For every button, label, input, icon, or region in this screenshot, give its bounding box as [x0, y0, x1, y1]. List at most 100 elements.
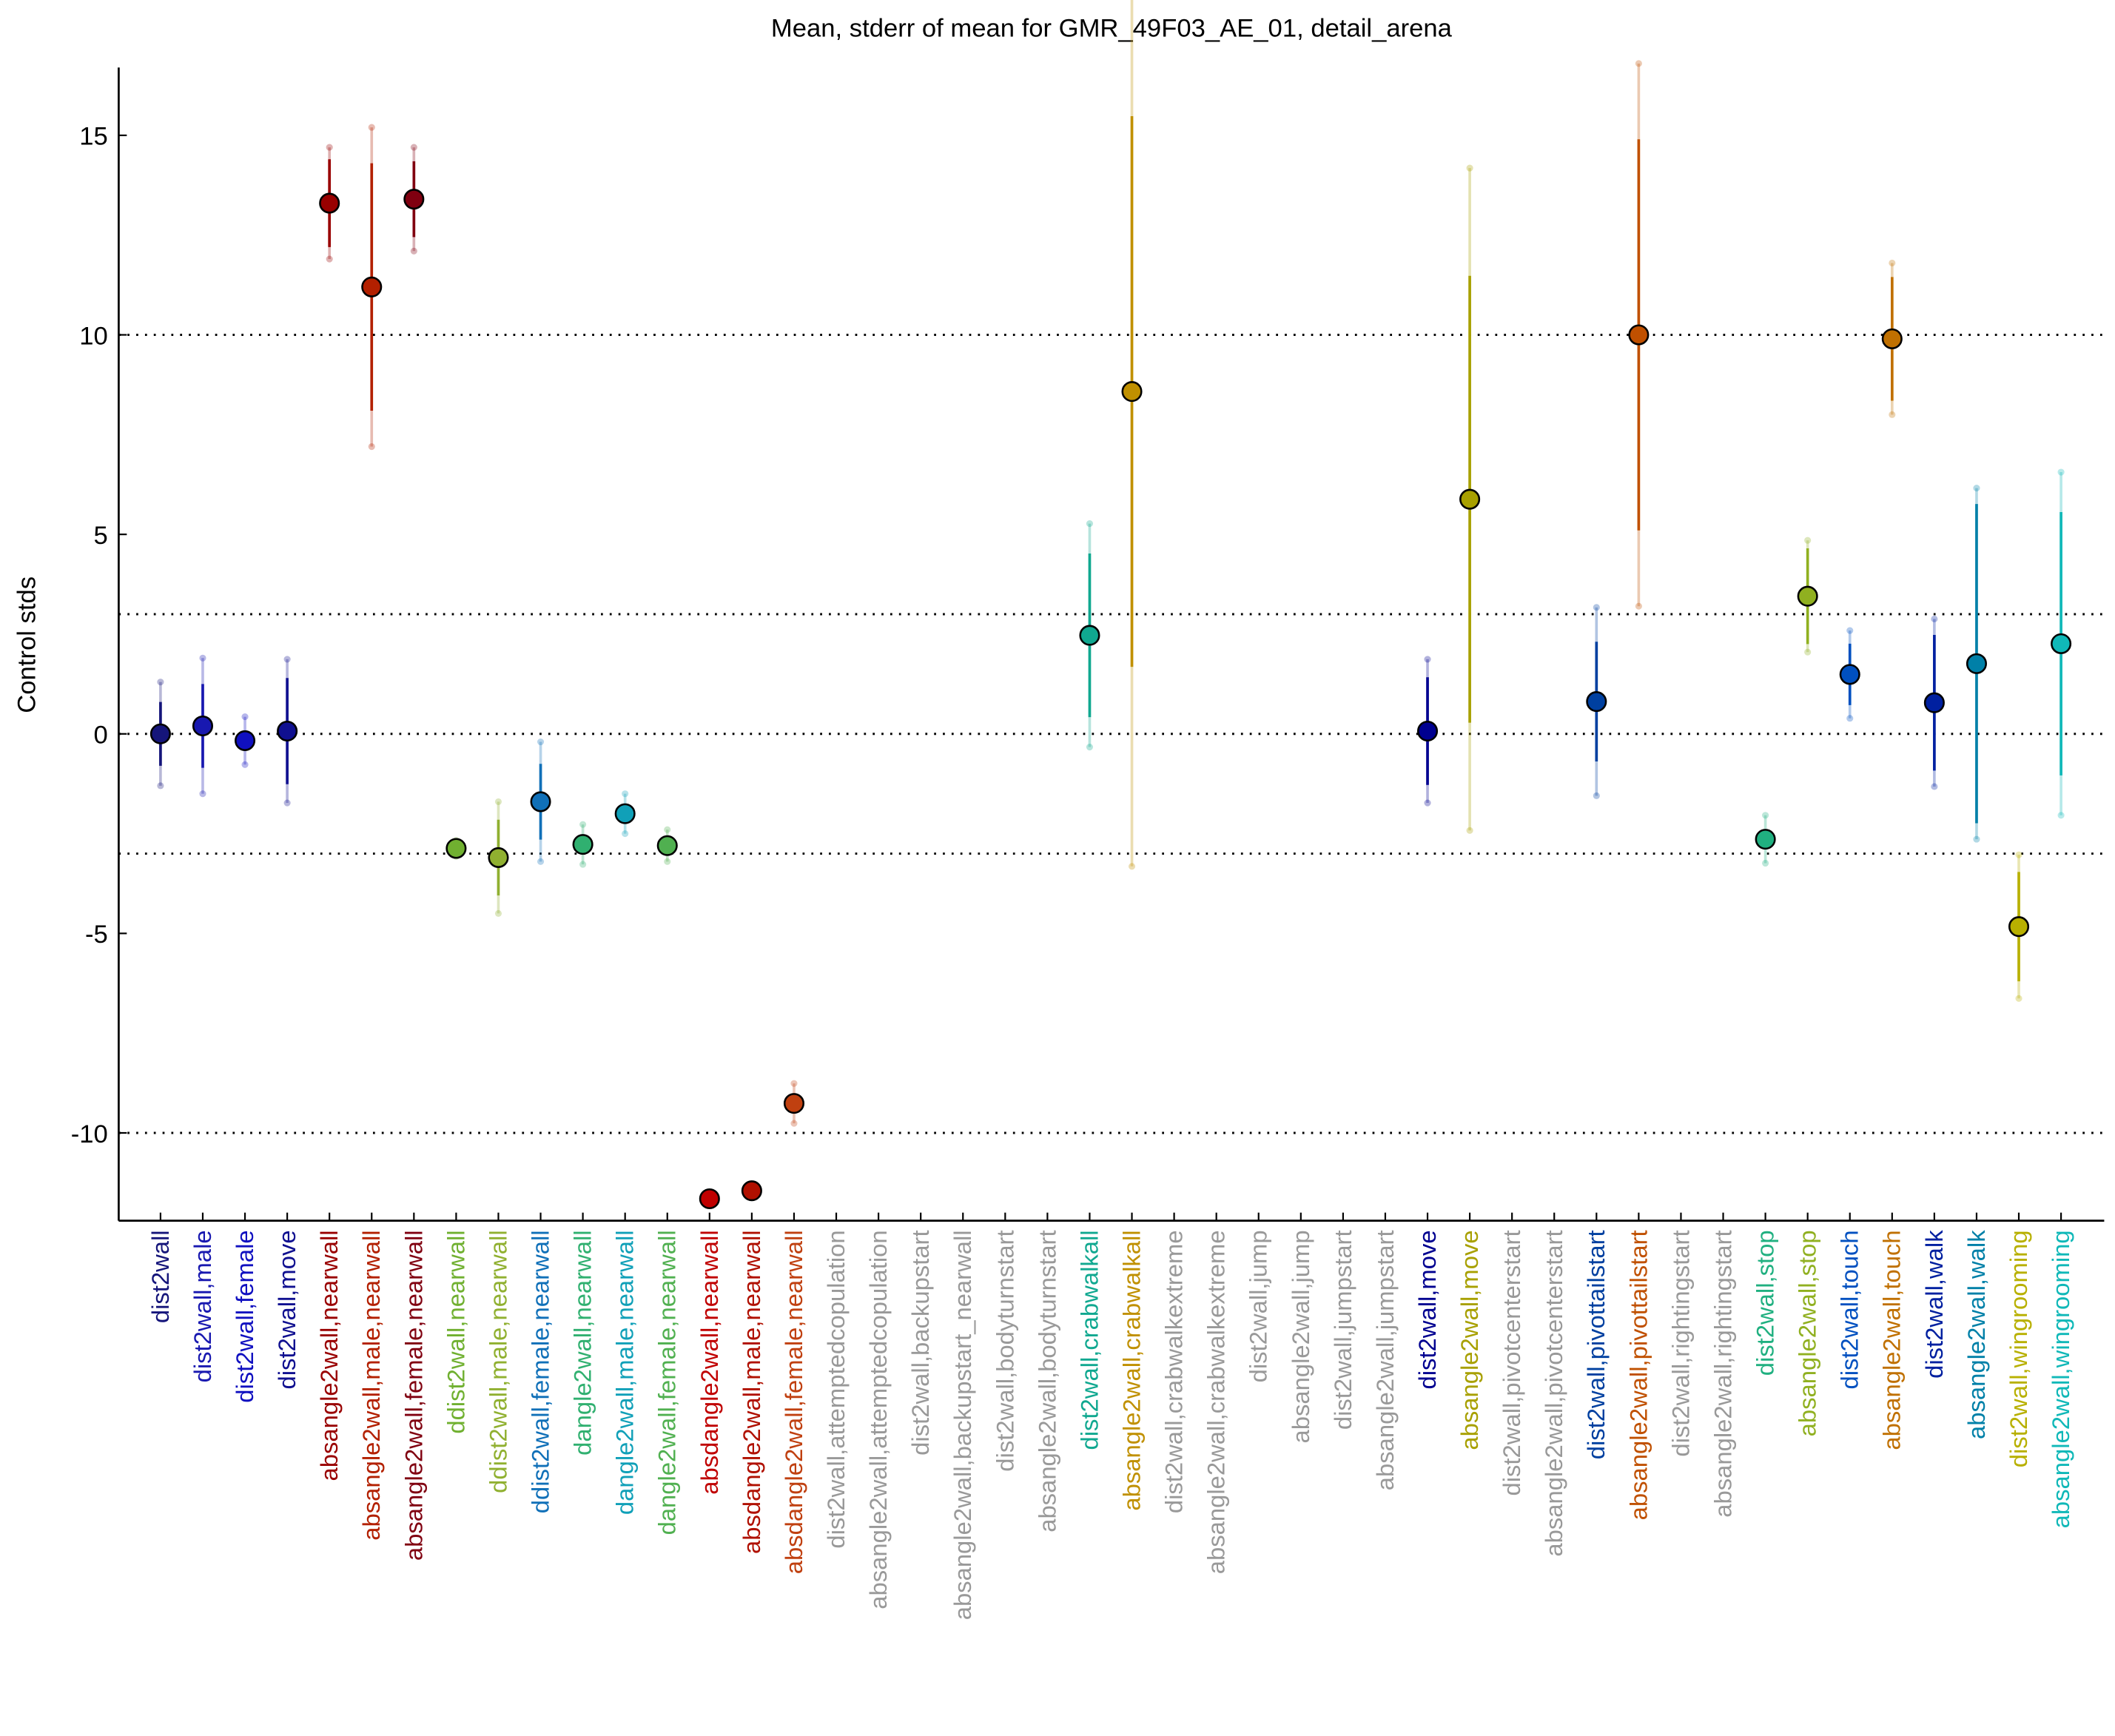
- spread-end: [410, 144, 417, 151]
- mean-marker: [1755, 829, 1776, 850]
- spread-end: [579, 861, 587, 868]
- spread-end: [2057, 468, 2065, 476]
- mean-marker: [741, 1180, 762, 1202]
- spread-end: [157, 679, 164, 686]
- y-tick-label: 0: [94, 721, 108, 750]
- y-axis-label: Control stds: [13, 576, 41, 713]
- y-tick-label: 5: [94, 522, 108, 550]
- x-tick-label: dist2wall,female: [231, 1230, 258, 1402]
- spread-end: [579, 821, 587, 828]
- spread-end: [241, 761, 249, 768]
- mean-marker: [783, 1093, 804, 1114]
- spread-end: [1593, 604, 1600, 611]
- x-tick-label: dist2wall: [147, 1230, 174, 1323]
- spread-end: [1804, 648, 1812, 656]
- x-tick-label: ddist2wall,male,nearwall: [484, 1230, 511, 1493]
- x-tick-label: dist2wall,crabwalkextreme: [1160, 1230, 1188, 1513]
- mean-marker: [361, 276, 383, 297]
- spread-end: [1466, 827, 1473, 834]
- x-tick-label: ddist2wall,nearwall: [442, 1230, 469, 1433]
- mean-marker: [445, 838, 467, 859]
- mean-marker: [1416, 720, 1439, 742]
- spread-end: [1424, 799, 1431, 807]
- spread-end: [1424, 656, 1431, 663]
- x-tick-label: absangle2wall,nearwall: [315, 1230, 343, 1481]
- spread-end: [368, 443, 375, 451]
- y-tick-label: 15: [79, 123, 108, 151]
- spread-end: [1804, 536, 1812, 544]
- mean-marker: [149, 723, 171, 744]
- spread-end: [1635, 602, 1642, 610]
- mean-marker: [1881, 328, 1903, 349]
- spread-end: [410, 247, 417, 255]
- x-tick-label: absdangle2wall,nearwall: [696, 1230, 723, 1494]
- spread-end: [664, 858, 671, 865]
- x-tick-label: dist2wall,attemptedcopulation: [822, 1230, 850, 1548]
- x-tick-label: absangle2wall,bodyturnstart: [1033, 1230, 1060, 1532]
- x-tick-label: absangle2wall,stop: [1794, 1230, 1821, 1436]
- spread-end: [2057, 812, 2065, 819]
- mean-marker: [656, 835, 678, 856]
- mean-marker: [1586, 691, 1607, 713]
- spread-end: [537, 858, 545, 865]
- spread-end: [1128, 863, 1136, 870]
- spread-end: [1846, 715, 1854, 722]
- mean-marker: [2051, 633, 2072, 654]
- mean-marker: [699, 1188, 720, 1210]
- x-tick-label: dist2wall,wingrooming: [2005, 1230, 2032, 1467]
- spread-end: [537, 738, 545, 746]
- x-tick-label: absangle2wall,wingrooming: [2047, 1230, 2074, 1528]
- x-tick-label: absangle2wall,male,nearwall: [357, 1230, 385, 1540]
- x-tick-label: absangle2wall,female,nearwall: [400, 1230, 427, 1561]
- spread-end: [1762, 859, 1769, 867]
- x-tick-label: dist2wall,pivottailstart: [1582, 1230, 1610, 1459]
- x-tick-label: dist2wall,backupstart: [907, 1230, 934, 1455]
- spread-end: [1931, 783, 1938, 790]
- mean-marker: [235, 730, 256, 751]
- spread-end: [368, 124, 375, 131]
- spread-end: [1889, 411, 1896, 418]
- y-tick-label: 10: [79, 322, 108, 350]
- x-tick-label: absangle2wall,crabwalkall: [1117, 1230, 1145, 1510]
- spread-end: [199, 790, 206, 798]
- x-tick-label: absangle2wall,jumpstart: [1371, 1230, 1399, 1490]
- x-tick-label: absangle2wall,backupstart_nearwall: [949, 1230, 976, 1620]
- y-tick-label: -5: [85, 921, 108, 949]
- spread-end: [283, 656, 291, 663]
- x-tick-label: dist2wall,rightingstart: [1667, 1230, 1694, 1456]
- spread-end: [1086, 520, 1094, 528]
- mean-marker: [572, 834, 594, 855]
- mean-marker: [403, 189, 425, 210]
- x-tick-label: dist2wall,pivotcenterstart: [1498, 1230, 1525, 1496]
- x-tick-label: dist2wall,male: [189, 1230, 216, 1382]
- spread-end: [494, 798, 502, 805]
- x-tick-label: absdangle2wall,male,nearwall: [738, 1230, 765, 1554]
- spread-end: [1086, 743, 1094, 751]
- spread-end: [1973, 835, 1980, 843]
- x-tick-label: dist2wall,move: [273, 1230, 300, 1389]
- mean-marker: [192, 715, 214, 737]
- x-tick-label: absangle2wall,pivotcenterstart: [1540, 1230, 1567, 1556]
- x-tick-label: absangle2wall,rightingstart: [1709, 1230, 1736, 1517]
- chart-title: Mean, stderr of mean for GMR_49F03_AE_01…: [771, 14, 1453, 42]
- x-tick-label: dist2wall,jump: [1245, 1230, 1272, 1382]
- spread-end: [1762, 812, 1769, 819]
- spread-end: [1973, 485, 1980, 492]
- x-tick-label: absangle2wall,jump: [1287, 1230, 1314, 1443]
- spread-end: [1593, 792, 1600, 799]
- spread-end: [622, 790, 629, 798]
- spread-end: [326, 255, 333, 263]
- mean-marker: [277, 720, 298, 742]
- spread-end: [664, 826, 671, 833]
- x-tick-label: dist2wall,bodyturnstart: [991, 1230, 1018, 1471]
- mean-marker: [1839, 664, 1860, 685]
- spread-end: [1466, 164, 1473, 172]
- spread-end: [326, 144, 333, 151]
- x-tick-label: absdangle2wall,female,nearwall: [780, 1230, 807, 1574]
- x-tick-label: dist2wall,touch: [1836, 1230, 1863, 1389]
- spread-end: [790, 1080, 798, 1087]
- spread-end: [1931, 615, 1938, 623]
- mean-marker: [319, 192, 340, 214]
- spread-end: [622, 830, 629, 838]
